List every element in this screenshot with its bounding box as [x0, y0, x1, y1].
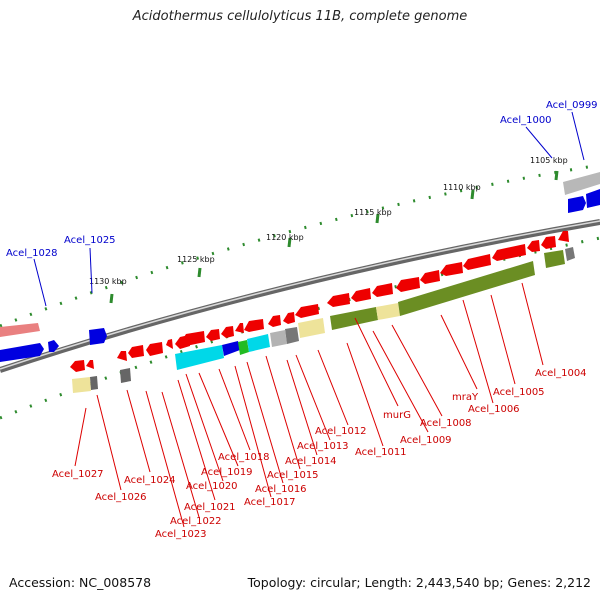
gene-label[interactable]: Acel_1005	[493, 387, 545, 398]
scale-labels: 1105 kbp 1110 kbp 1115 kbp 1120 kbp 1125…	[89, 156, 568, 286]
gene-feature[interactable]	[327, 293, 350, 307]
gene-label[interactable]: Acel_1015	[267, 470, 319, 481]
gene-block	[565, 247, 575, 261]
gene-block	[398, 261, 535, 316]
gene-label[interactable]: Acel_1012	[315, 426, 367, 437]
gene-feature[interactable]	[372, 283, 393, 297]
gene-block	[222, 341, 240, 356]
gene-feature[interactable]	[586, 189, 600, 208]
forward-leader-lines	[33, 111, 585, 307]
gene-feature[interactable]	[235, 323, 244, 333]
gene-label[interactable]: Acel_1018	[218, 452, 270, 463]
tick-label: 1105 kbp	[530, 156, 568, 165]
gene-label[interactable]: Acel_1020	[186, 481, 238, 492]
gene-feature[interactable]	[181, 331, 205, 346]
gene-block	[376, 303, 400, 320]
major-ticks	[109, 170, 559, 304]
gene-feature[interactable]	[527, 240, 540, 252]
gene-block	[90, 376, 98, 390]
gene-block	[72, 377, 91, 393]
gene-block	[175, 345, 224, 370]
tick-label: 1110 kbp	[443, 183, 481, 192]
gene-label[interactable]: Acel_1014	[285, 456, 337, 467]
gene-feature[interactable]	[0, 343, 44, 362]
gene-label[interactable]: Acel_1006	[468, 404, 520, 415]
gene-block	[544, 250, 565, 268]
gene-feature[interactable]	[440, 262, 463, 276]
gene-label[interactable]: Acel_1026	[95, 492, 147, 503]
gene-feature[interactable]	[558, 231, 569, 242]
forward-genes	[0, 172, 600, 362]
gene-feature[interactable]	[244, 319, 264, 332]
gene-label[interactable]: Acel_1024	[124, 475, 176, 486]
gene-label[interactable]: Acel_1016	[255, 484, 307, 495]
gene-block	[120, 368, 131, 383]
gene-blocks	[72, 247, 575, 393]
tick-label: 1115 kbp	[354, 208, 392, 217]
gene-feature[interactable]	[492, 244, 526, 261]
gene-feature[interactable]	[563, 172, 600, 195]
gene-label[interactable]: Acel_1008	[420, 418, 472, 429]
gene-label[interactable]: Acel_1025	[64, 235, 116, 246]
gene-block	[270, 330, 287, 347]
gene-feature[interactable]	[295, 304, 319, 318]
gene-label[interactable]: Acel_0999	[546, 100, 598, 111]
forward-labels: Acel_0999 Acel_1000 Acel_1025 Acel_1028	[6, 100, 598, 259]
gene-block	[247, 334, 270, 352]
gene-label[interactable]: Acel_1017	[244, 497, 296, 508]
reverse-genes	[70, 231, 569, 372]
gene-feature[interactable]	[568, 196, 586, 213]
gene-block	[330, 307, 378, 330]
gene-feature[interactable]	[268, 315, 281, 327]
gene-feature[interactable]	[117, 351, 127, 361]
reverse-labels: Acel_1004 Acel_1005 mraY Acel_1006 Acel_…	[52, 368, 587, 540]
gene-feature[interactable]	[48, 340, 59, 352]
gene-label[interactable]: Acel_1021	[184, 502, 236, 513]
gene-feature[interactable]	[146, 342, 163, 356]
gene-feature[interactable]	[86, 360, 94, 369]
gene-feature[interactable]	[128, 345, 144, 358]
genome-summary-text: Topology: circular; Length: 2,443,540 bp…	[247, 575, 591, 590]
gene-block	[238, 340, 249, 355]
tick-label: 1130 kbp	[89, 277, 127, 286]
gene-label[interactable]: murG	[383, 410, 411, 421]
gene-label[interactable]: Acel_1009	[400, 435, 452, 446]
genome-backbone	[0, 219, 600, 373]
gene-feature[interactable]	[283, 312, 295, 324]
gene-feature[interactable]	[463, 254, 491, 270]
tick-label: 1120 kbp	[266, 233, 304, 242]
gene-feature[interactable]	[70, 360, 85, 372]
gene-label[interactable]: Acel_1004	[535, 368, 587, 379]
gene-label[interactable]: Acel_1013	[297, 441, 349, 452]
gene-feature[interactable]	[206, 329, 220, 341]
gene-feature[interactable]	[420, 270, 440, 284]
gene-feature[interactable]	[541, 236, 556, 249]
gene-feature[interactable]	[89, 328, 107, 345]
gene-label[interactable]: Acel_1028	[6, 248, 58, 259]
gene-feature[interactable]	[221, 326, 234, 338]
gene-block	[285, 327, 299, 344]
gene-feature[interactable]	[166, 339, 173, 349]
gene-feature[interactable]	[351, 288, 371, 302]
accession-text: Accession: NC_008578	[9, 575, 152, 590]
gene-label[interactable]: Acel_1023	[155, 529, 207, 540]
map-title: Acidothermus cellulolyticus 11B, complet…	[132, 9, 468, 24]
gene-block	[298, 318, 325, 338]
gene-feature[interactable]	[0, 323, 40, 337]
gene-label[interactable]: Acel_1019	[201, 467, 253, 478]
gene-label[interactable]: Acel_1022	[170, 516, 222, 527]
gene-label[interactable]: Acel_1027	[52, 469, 104, 480]
reverse-leader-lines	[74, 282, 544, 528]
gene-label[interactable]: mraY	[452, 392, 479, 403]
tick-label: 1125 kbp	[177, 255, 215, 264]
gene-label[interactable]: Acel_1000	[500, 115, 552, 126]
gene-feature[interactable]	[396, 277, 420, 292]
gene-label[interactable]: Acel_1011	[355, 447, 407, 458]
